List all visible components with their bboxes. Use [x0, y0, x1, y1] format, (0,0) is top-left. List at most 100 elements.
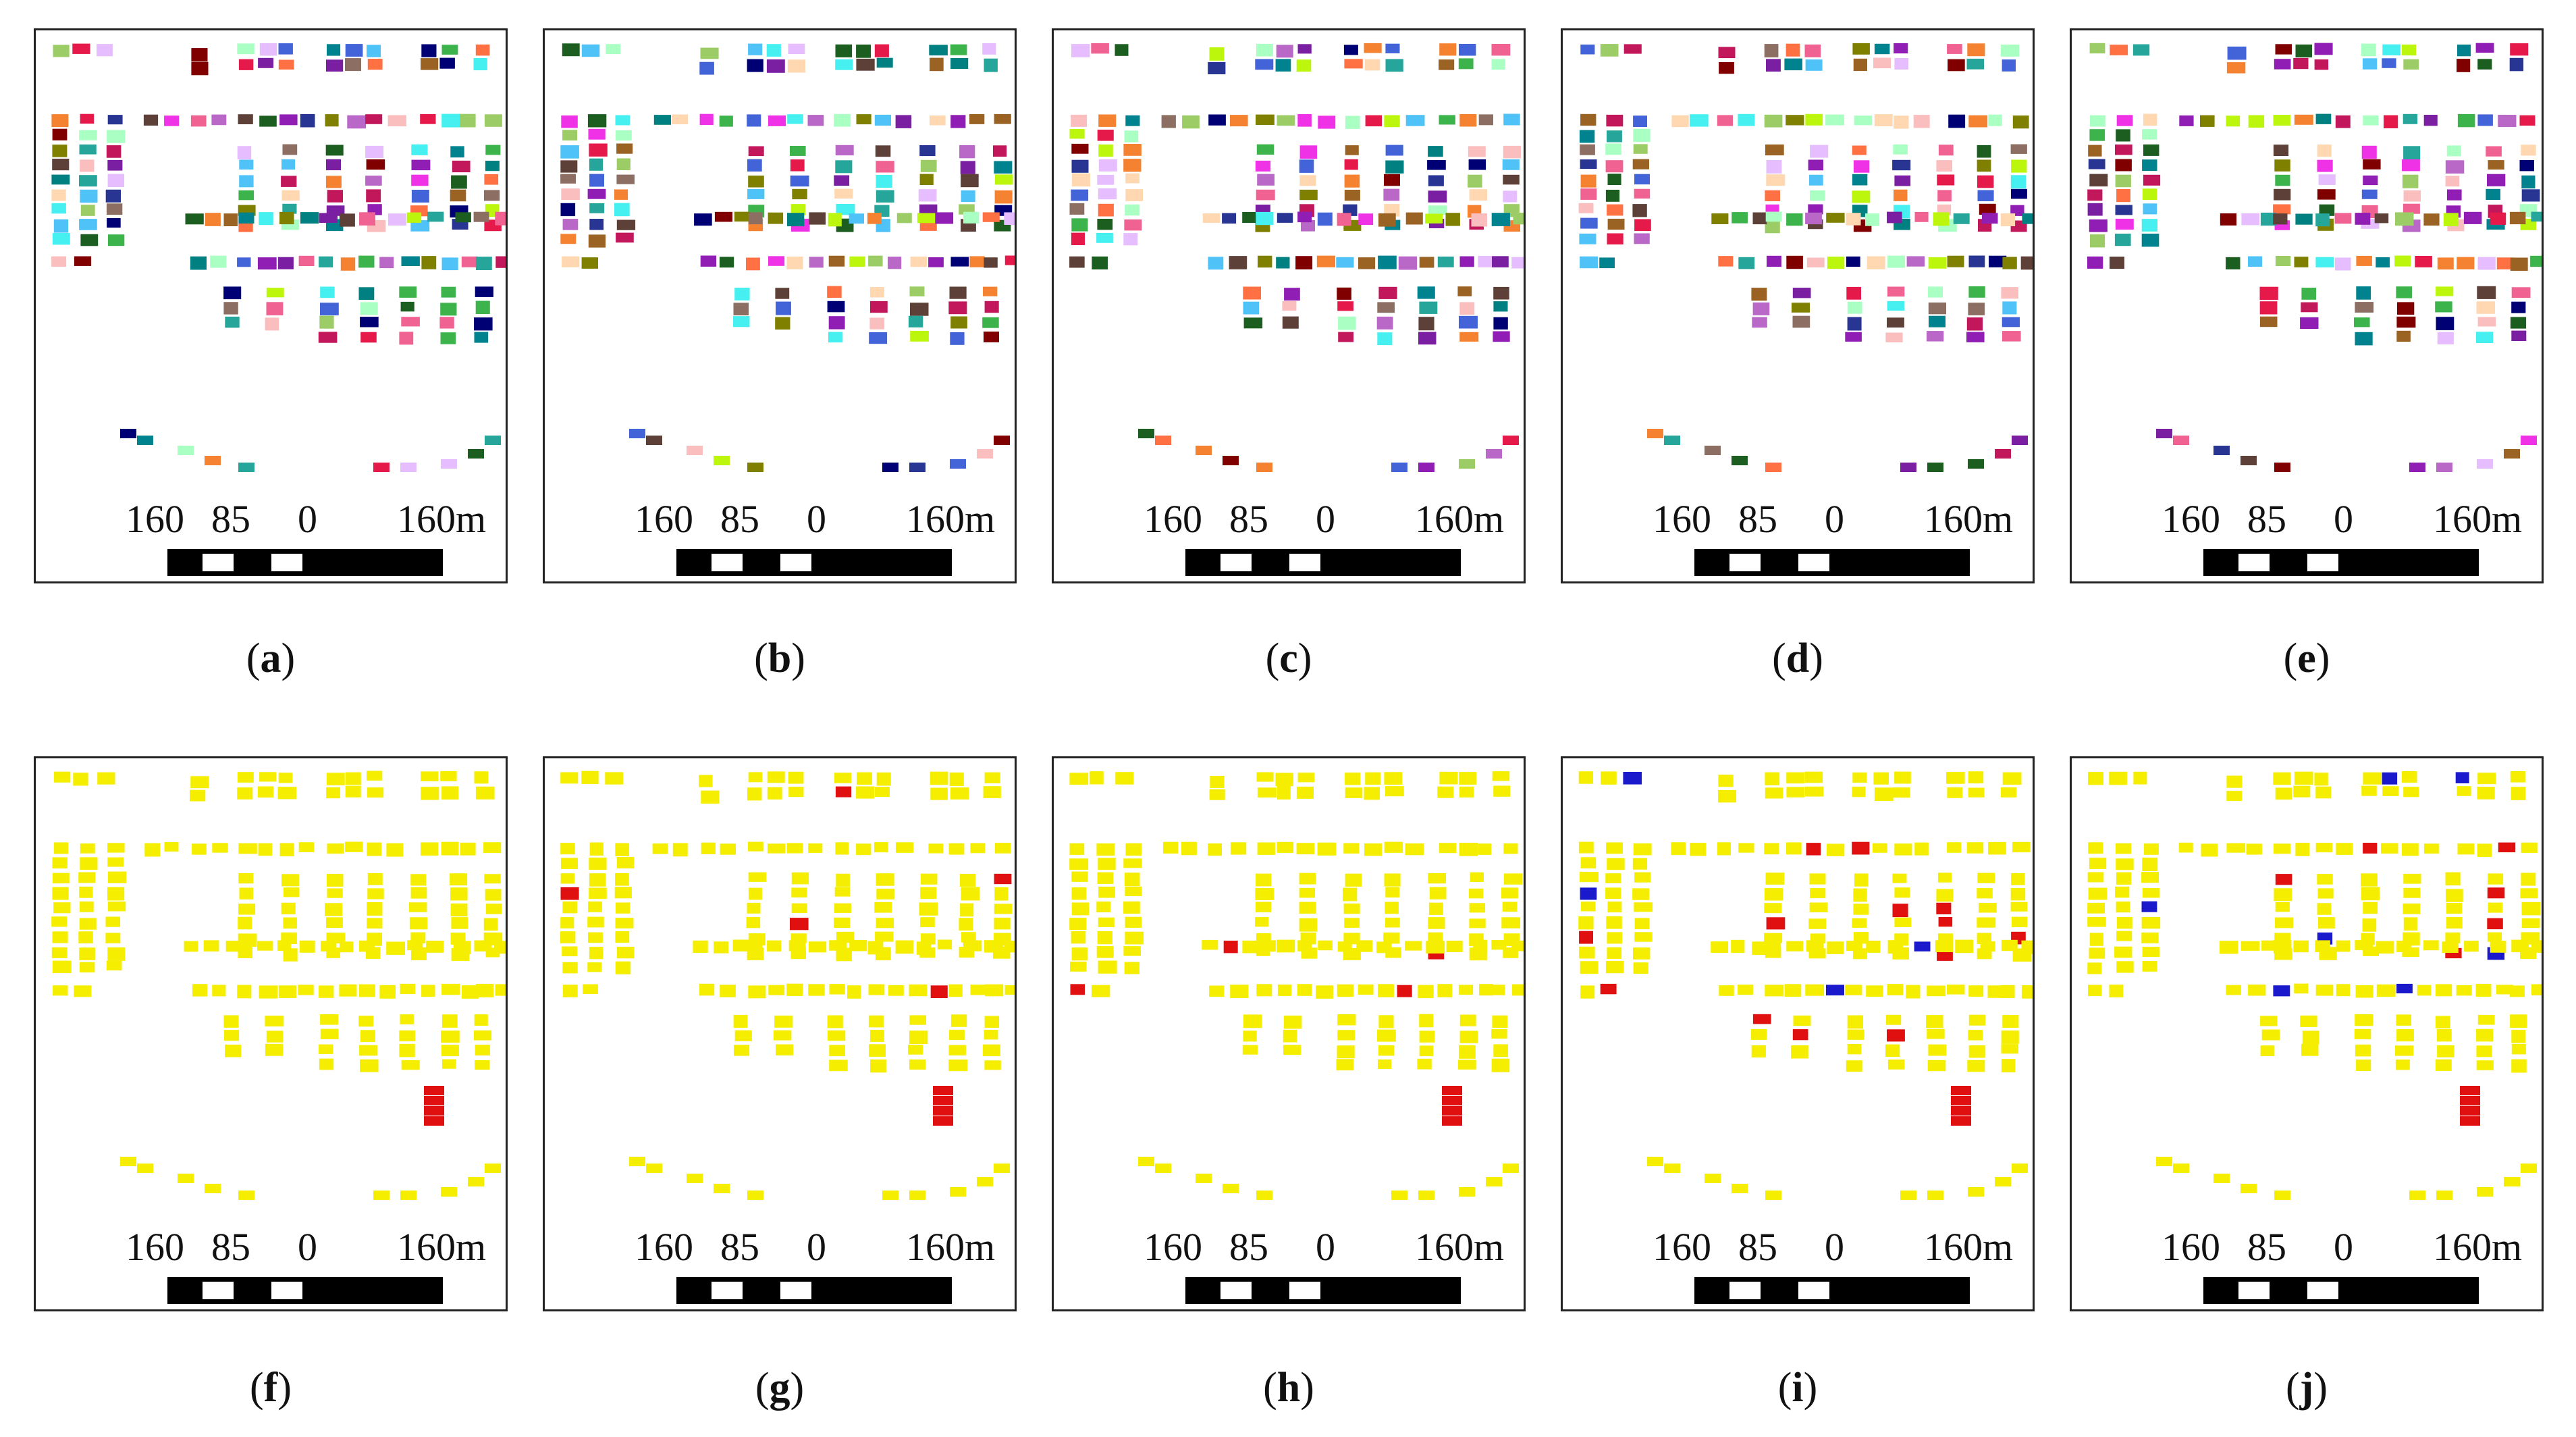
building: [2300, 1015, 2317, 1027]
building: [562, 256, 580, 267]
building: [2395, 1060, 2410, 1070]
building: [1810, 145, 1829, 158]
building: [1580, 144, 1595, 155]
building: [2088, 842, 2103, 854]
building: [1277, 939, 1295, 953]
building: [2442, 941, 2459, 953]
building: [1356, 940, 1372, 952]
building: [475, 44, 490, 56]
scale-tick-label: 85: [2247, 1225, 2286, 1269]
building: [406, 212, 422, 223]
building: [560, 145, 579, 159]
building: [560, 917, 574, 929]
building: [278, 59, 294, 70]
building: [734, 211, 751, 222]
building: [747, 1191, 763, 1200]
building: [560, 887, 579, 900]
building: [1398, 256, 1418, 270]
scale-tick-label: 160m: [1924, 1225, 2014, 1269]
building: [2142, 947, 2159, 958]
building: [1161, 115, 1176, 128]
building: [1633, 128, 1651, 142]
building: [849, 256, 865, 267]
building: [1968, 787, 1985, 798]
building: [615, 931, 630, 943]
building: [1468, 888, 1484, 899]
building: [767, 940, 782, 952]
building: [319, 1044, 333, 1054]
building: [2260, 212, 2277, 226]
building: [869, 317, 885, 330]
building-error: [424, 1116, 444, 1126]
building: [2403, 203, 2420, 214]
building: [1579, 130, 1595, 143]
building: [1418, 317, 1434, 331]
building: [2273, 985, 2290, 997]
building: [1419, 301, 1438, 314]
building: [948, 1060, 968, 1072]
building: [53, 842, 69, 854]
building: [1125, 931, 1144, 945]
building: [2241, 213, 2260, 226]
building: [1968, 1045, 1985, 1058]
building: [2001, 1059, 2016, 1072]
building: [1935, 940, 1953, 952]
building: [1766, 917, 1786, 930]
building: [1718, 789, 1736, 803]
scale-labels: 160 85 0 160m: [1563, 1224, 2033, 1272]
building: [1873, 57, 1891, 69]
building: [1098, 159, 1117, 172]
building: [1826, 213, 1845, 223]
building: [1426, 941, 1445, 953]
building: [2226, 985, 2241, 995]
building: [485, 1164, 501, 1173]
building-error: [933, 1086, 953, 1095]
building: [107, 115, 123, 125]
building: [615, 918, 634, 929]
building: [748, 772, 763, 783]
building: [1511, 940, 1524, 951]
building: [1470, 872, 1484, 882]
building: [1968, 985, 1984, 997]
building: [1866, 941, 1881, 953]
building: [2403, 146, 2421, 159]
building: [2455, 772, 2469, 783]
building: [1808, 204, 1823, 215]
building: [2273, 115, 2290, 126]
building: [1847, 301, 1862, 314]
building: [484, 114, 502, 127]
building: [1337, 1045, 1355, 1059]
building: [2509, 211, 2526, 225]
building: [1428, 917, 1445, 929]
scale-tick-label: 160m: [1415, 497, 1505, 541]
building: [1578, 771, 1593, 784]
building: [909, 1015, 926, 1025]
building: [2396, 316, 2416, 328]
building: [808, 984, 825, 996]
building: [1299, 918, 1318, 932]
building: [969, 256, 985, 267]
building: [2395, 1045, 2414, 1056]
building: [1966, 332, 1985, 342]
scale-labels: 160 85 0 160m: [2072, 1224, 2542, 1272]
building: [2275, 902, 2290, 912]
scale-labels: 160 85 0 160m: [36, 1224, 506, 1272]
building: [2173, 1164, 2189, 1173]
building: [791, 887, 807, 897]
building: [2511, 330, 2527, 341]
building: [325, 145, 344, 156]
building: [2336, 940, 2351, 952]
building: [1765, 1191, 1781, 1200]
building: [401, 317, 420, 327]
building: [950, 115, 966, 128]
building: [935, 212, 954, 224]
building: [440, 332, 456, 344]
building: [1885, 332, 1903, 342]
building: [589, 873, 606, 887]
building: [421, 44, 437, 57]
building: [960, 161, 975, 174]
building: [2511, 939, 2529, 953]
building: [450, 146, 464, 158]
building: [2142, 129, 2157, 140]
building: [834, 113, 851, 127]
